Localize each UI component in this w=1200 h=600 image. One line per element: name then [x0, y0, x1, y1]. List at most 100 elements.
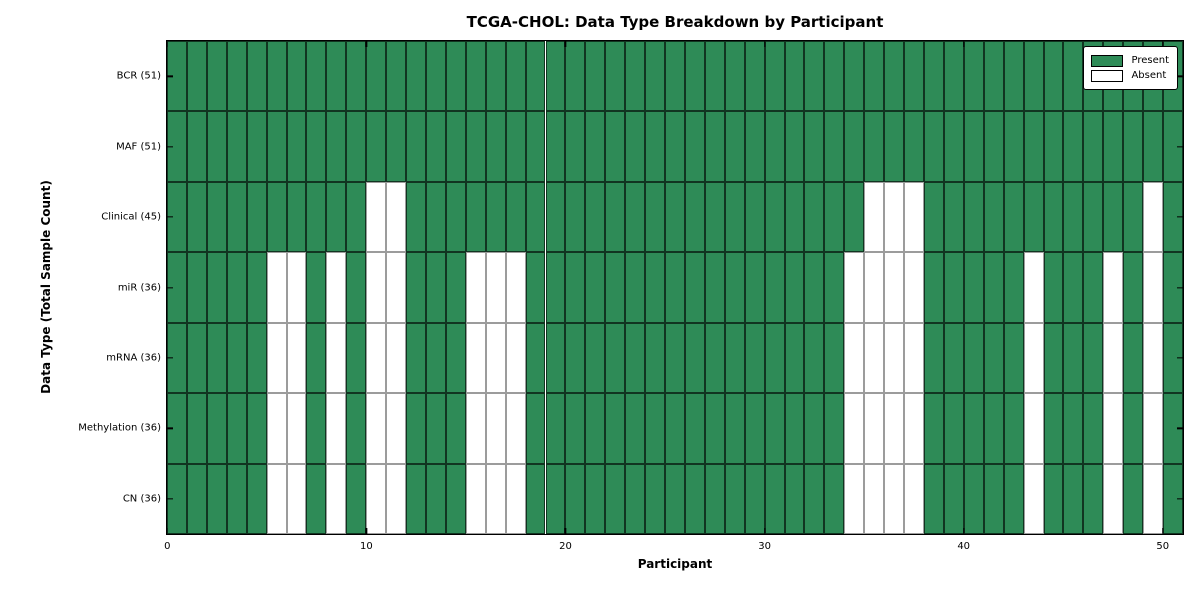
heatmap-cell [983, 181, 1004, 253]
heatmap-cell [585, 181, 606, 253]
heatmap-cell [704, 322, 725, 394]
heatmap-cell [386, 463, 407, 534]
heatmap-cell [1083, 181, 1104, 253]
x-axis-tick [365, 528, 367, 534]
heatmap-cell [784, 181, 805, 253]
heatmap-cell [585, 393, 606, 464]
heatmap-cell [1043, 41, 1064, 112]
heatmap-cell [286, 322, 307, 394]
heatmap-cell [665, 322, 685, 394]
heatmap-cell [943, 41, 964, 112]
heatmap-cell [904, 252, 924, 323]
heatmap-cell [665, 41, 685, 112]
heatmap-cell [326, 252, 347, 323]
heatmap-cell [904, 463, 924, 534]
heatmap-cell [425, 322, 446, 394]
heatmap-cell [605, 181, 626, 253]
heatmap-cell [445, 41, 466, 112]
heatmap-cell [665, 393, 685, 464]
heatmap-cell [266, 463, 287, 534]
heatmap-cell [784, 111, 805, 182]
heatmap-cell [864, 41, 885, 112]
heatmap-cell [286, 181, 307, 253]
heatmap-cell [684, 41, 705, 112]
heatmap-cell [824, 41, 845, 112]
heatmap-cell [1123, 463, 1144, 534]
heatmap-cell [884, 181, 905, 253]
heatmap-cell [764, 111, 785, 182]
heatmap-cell [804, 111, 825, 182]
heatmap-cell [824, 111, 845, 182]
heatmap-cell [844, 181, 865, 253]
heatmap-cell [326, 181, 347, 253]
heatmap-cell [1003, 322, 1024, 394]
heatmap-cell [465, 181, 486, 253]
heatmap-cell [246, 322, 267, 394]
x-axis-tick-labels: 0 10 20 30 40 50 [0, 541, 1200, 555]
x-axis-tick [564, 528, 567, 534]
heatmap-cell [346, 322, 367, 394]
heatmap-cell [724, 41, 745, 112]
heatmap-cell [425, 41, 446, 112]
heatmap-cell [326, 393, 347, 464]
heatmap-cell [704, 181, 725, 253]
heatmap-cell [465, 111, 486, 182]
heatmap-cell [824, 393, 845, 464]
heatmap-cell [266, 252, 287, 323]
heatmap-cell [1123, 322, 1144, 394]
heatmap-cell [445, 111, 466, 182]
heatmap-cell [924, 252, 944, 323]
heatmap-cell [844, 111, 865, 182]
heatmap-cell [784, 252, 805, 323]
heatmap-cell [186, 41, 207, 112]
heatmap-cell [1063, 252, 1084, 323]
heatmap-cell [585, 322, 606, 394]
heatmap-cell [1023, 322, 1044, 394]
heatmap-cell [724, 393, 745, 464]
heatmap-cell [744, 41, 765, 112]
heatmap-cell [525, 393, 546, 464]
heatmap-cell [406, 322, 426, 394]
heatmap-cell [326, 111, 347, 182]
heatmap-cell [884, 252, 905, 323]
heatmap-cell [684, 463, 705, 534]
heatmap-cell [1063, 41, 1084, 112]
heatmap-cell [565, 252, 586, 323]
heatmap-cell [1083, 463, 1104, 534]
heatmap-cell [804, 393, 825, 464]
heatmap-cell [346, 393, 367, 464]
x-axis-tick [963, 41, 965, 47]
x-tick-label: 40 [957, 541, 971, 552]
heatmap-cell [366, 111, 387, 182]
heatmap-cell [645, 322, 666, 394]
heatmap-cell [804, 463, 825, 534]
x-axis-tick [963, 528, 965, 534]
heatmap-cell [1043, 393, 1064, 464]
heatmap-cell [704, 41, 725, 112]
heatmap-cell [864, 111, 885, 182]
heatmap-cell [744, 111, 765, 182]
heatmap-cell [605, 322, 626, 394]
heatmap-cell [525, 41, 546, 112]
heatmap-cell [784, 393, 805, 464]
heatmap-cell [505, 252, 526, 323]
y-axis-tick [167, 145, 173, 148]
heatmap-cell [1143, 111, 1164, 182]
y-axis-tick [1177, 357, 1183, 359]
heatmap-cell [844, 252, 865, 323]
heatmap-cell [844, 463, 865, 534]
heatmap-cell [824, 252, 845, 323]
heatmap-cell [306, 252, 327, 323]
heatmap-cell [824, 322, 845, 394]
heatmap-cell [1083, 111, 1104, 182]
heatmap-cell [625, 393, 646, 464]
heatmap-cell [983, 322, 1004, 394]
heatmap-cell [684, 393, 705, 464]
heatmap-cell [465, 463, 486, 534]
heatmap-cell [525, 181, 546, 253]
heatmap-cell [625, 322, 646, 394]
heatmap-cell [1063, 393, 1084, 464]
heatmap-cell [585, 463, 606, 534]
heatmap-cell [625, 181, 646, 253]
heatmap-cell [744, 393, 765, 464]
